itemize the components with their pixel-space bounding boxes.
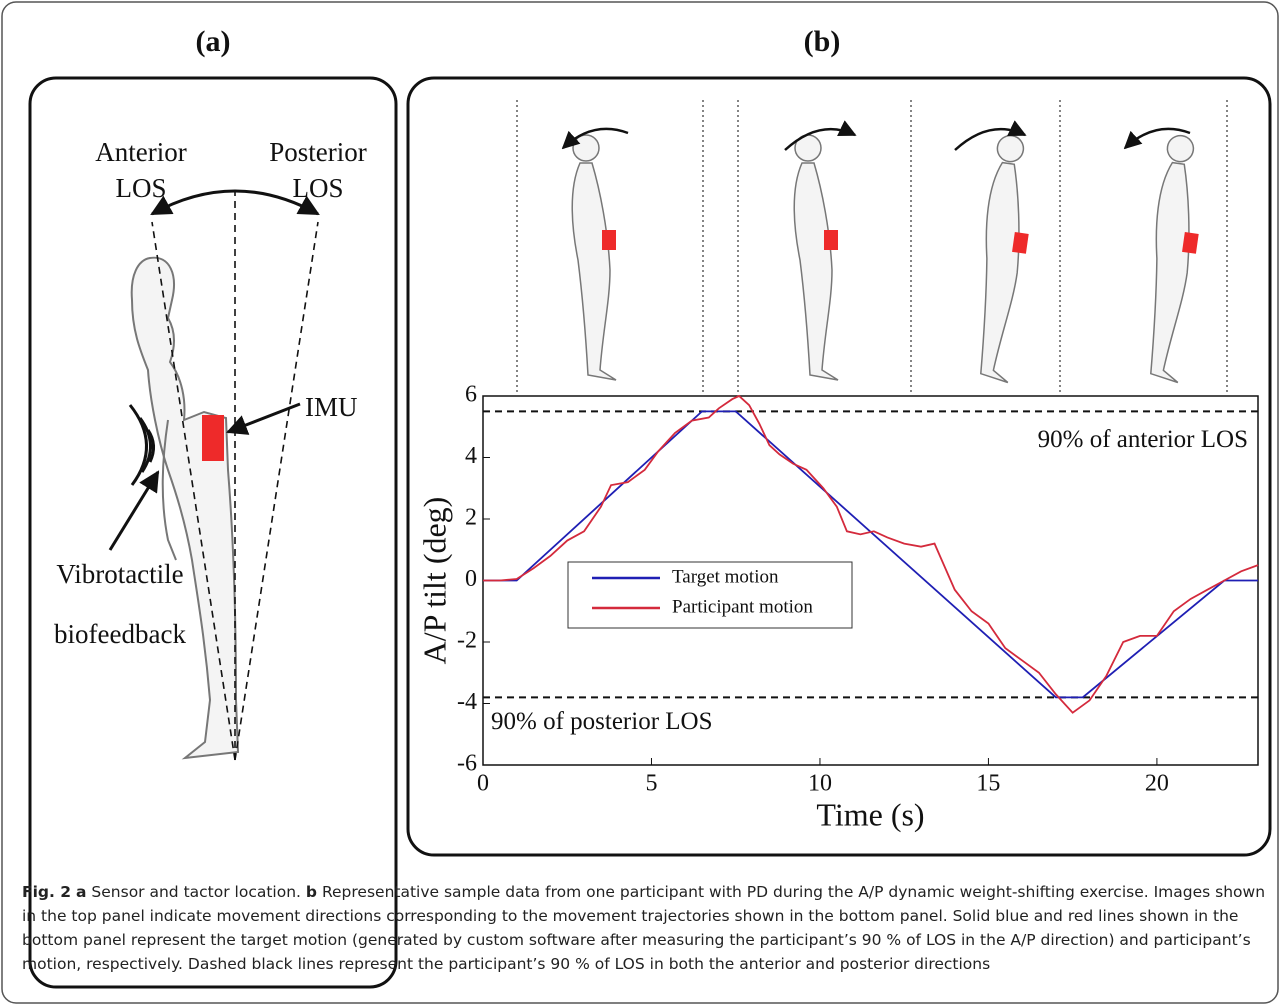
x-tick-label: 0 (477, 771, 489, 797)
x-tick-label: 20 (1145, 771, 1169, 797)
caption-text: Sensor and tactor location. (91, 883, 301, 901)
posture-figure (979, 134, 1029, 384)
direction-arrow (954, 120, 1027, 151)
posture-figures (516, 100, 1228, 392)
direction-arrow (784, 120, 857, 151)
imu-marker (1182, 232, 1199, 254)
imu-label: IMU (305, 392, 358, 422)
imu-marker (1012, 232, 1029, 254)
feedback-label: biofeedback (54, 619, 186, 649)
posture-figure (571, 134, 617, 381)
los-line (151, 221, 236, 761)
head (996, 134, 1025, 163)
legend-label: Participant motion (672, 596, 813, 617)
imu-marker (202, 415, 224, 461)
direction-arrow (561, 127, 629, 150)
posture-figure (1149, 134, 1199, 384)
reference-label: 90% of anterior LOS (1038, 426, 1248, 453)
feedback-arrow (108, 470, 160, 551)
caption-part: a (76, 883, 87, 901)
x-tick-label: 5 (645, 771, 657, 797)
y-tick-label: 4 (465, 443, 477, 469)
body (979, 161, 1020, 384)
imu-arrow (226, 402, 301, 435)
series-line (483, 410, 1258, 699)
los-arc (150, 189, 320, 216)
caption-text: Representative sample data from one part… (22, 883, 1266, 973)
x-axis-label: Time (s) (816, 796, 924, 832)
head (1166, 134, 1195, 163)
y-axis-label: A/P tilt (deg) (416, 497, 452, 665)
panel-b-frame (406, 76, 1272, 857)
posture-figure (793, 134, 839, 381)
y-tick-label: -4 (457, 689, 477, 715)
reference-label: 90% of posterior LOS (491, 708, 713, 735)
y-tick-label: -2 (457, 628, 477, 654)
panel-label: (b) (804, 25, 841, 58)
y-tick-label: 6 (465, 382, 477, 408)
vibration-waves (128, 404, 155, 486)
imu-marker (824, 230, 838, 250)
legend-box (567, 561, 853, 629)
y-tick-label: -6 (457, 751, 477, 777)
legend-label: Target motion (672, 566, 779, 587)
head (572, 134, 600, 162)
y-tick-label: 2 (465, 505, 477, 531)
panel-label: (a) (196, 25, 231, 58)
x-tick-label: 10 (808, 771, 832, 797)
caption-part: b (305, 883, 317, 901)
los-label: LOS (115, 173, 166, 203)
caption-label: Fig. 2 (22, 883, 72, 901)
imu-marker (602, 230, 616, 250)
los-label: Anterior (95, 137, 186, 167)
los-label: Posterior (269, 137, 367, 167)
series-line (483, 394, 1259, 714)
caption: Fig. 2 a Sensor and tactor location. b R… (22, 880, 1267, 976)
panel-a-frame (28, 76, 398, 989)
body (571, 162, 617, 381)
body (793, 162, 839, 381)
los-label: LOS (292, 173, 343, 203)
los-line (234, 221, 319, 761)
direction-arrow (1123, 127, 1191, 150)
body (1149, 161, 1190, 384)
feedback-label: Vibrotactile (56, 559, 183, 589)
x-tick-label: 15 (976, 771, 1000, 797)
body-illustration (130, 256, 240, 760)
y-tick-label: 0 (465, 566, 477, 592)
